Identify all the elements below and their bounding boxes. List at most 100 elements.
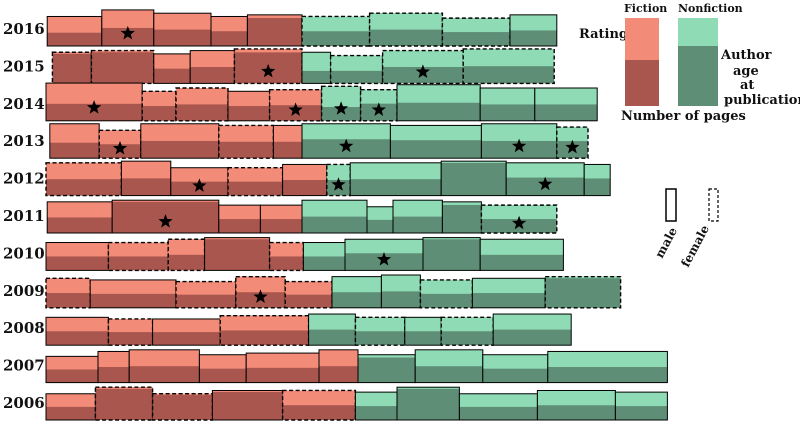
nonfiction-book-rating-bar bbox=[350, 162, 442, 180]
nonfiction-book bbox=[357, 354, 416, 384]
legend-age-line-1: Author bbox=[720, 48, 772, 63]
fiction-book bbox=[51, 51, 93, 85]
nonfiction-book bbox=[368, 12, 444, 47]
fiction-book-rating-bar bbox=[170, 167, 228, 182]
book-outline-female bbox=[107, 318, 154, 346]
star-marker bbox=[192, 178, 207, 192]
fiction-book-rating-bar bbox=[46, 83, 143, 104]
nonfiction-book bbox=[344, 238, 424, 271]
fiction-book-rating-bar bbox=[47, 201, 113, 218]
legend-female-label: female bbox=[678, 222, 712, 269]
fiction-book bbox=[218, 204, 261, 234]
nonfiction-book bbox=[389, 124, 482, 159]
nonfiction-book bbox=[381, 49, 464, 85]
nonfiction-book bbox=[583, 163, 611, 197]
fiction-book-rating-bar bbox=[98, 351, 130, 368]
nonfiction-book bbox=[354, 316, 406, 346]
nonfiction-book bbox=[302, 242, 346, 271]
fiction-book-rating-bar bbox=[152, 318, 221, 333]
fiction-book bbox=[198, 354, 247, 384]
nonfiction-book-rating-bar bbox=[330, 55, 383, 71]
fiction-book bbox=[204, 237, 271, 271]
nonfiction-book-rating-bar bbox=[442, 201, 482, 205]
fiction-book bbox=[268, 241, 305, 272]
nonfiction-book-rating-bar bbox=[404, 317, 442, 332]
book-outline-female bbox=[167, 238, 206, 272]
nonfiction-book-rating-bar bbox=[442, 18, 510, 33]
book-outline-male bbox=[547, 350, 668, 384]
fiction-book-rating-bar bbox=[140, 123, 219, 141]
nonfiction-book bbox=[509, 14, 558, 47]
fiction-book-rating-bar bbox=[108, 318, 153, 333]
nonfiction-book-rating-bar bbox=[397, 387, 460, 389]
fiction-book-rating-bar bbox=[218, 125, 274, 142]
fiction-book bbox=[284, 280, 333, 309]
fiction-book-pages-bar bbox=[91, 50, 154, 84]
star-marker bbox=[158, 214, 173, 228]
fiction-book bbox=[45, 242, 109, 271]
nonfiction-book-pages-bar bbox=[423, 237, 481, 271]
legend-pages-label: Number of pages bbox=[621, 109, 746, 124]
fiction-book bbox=[268, 88, 323, 122]
year-label: 2009 bbox=[3, 282, 45, 300]
nonfiction-book bbox=[480, 123, 558, 159]
star-marker bbox=[253, 289, 268, 303]
legend-age-line-3: at bbox=[740, 78, 754, 93]
fiction-book bbox=[175, 87, 229, 122]
nonfiction-book bbox=[480, 204, 558, 234]
nonfiction-book-rating-bar bbox=[303, 242, 345, 257]
nonfiction-book bbox=[326, 163, 351, 197]
fiction-book bbox=[46, 15, 103, 47]
book-outline-female bbox=[320, 85, 362, 122]
nonfiction-book bbox=[471, 277, 546, 309]
nonfiction-book bbox=[404, 316, 442, 346]
fiction-book-pages-bar bbox=[95, 387, 153, 420]
fiction-book-rating-bar bbox=[95, 387, 153, 389]
fiction-book bbox=[153, 12, 212, 47]
fiction-book bbox=[153, 53, 191, 84]
star-marker bbox=[112, 140, 128, 155]
legend-female-swatch bbox=[708, 188, 719, 222]
fiction-book-rating-bar bbox=[176, 281, 236, 295]
nonfiction-book-rating-bar bbox=[463, 48, 555, 67]
nonfiction-book-rating-bar bbox=[459, 393, 538, 407]
fiction-book bbox=[233, 48, 303, 85]
fiction-book-rating-bar bbox=[101, 9, 154, 28]
nonfiction-book-rating-bar bbox=[355, 317, 405, 332]
legend-male-label: male bbox=[652, 225, 680, 261]
fiction-book-rating-bar bbox=[199, 354, 247, 369]
year-row: 2011 bbox=[3, 199, 558, 234]
nonfiction-book bbox=[331, 276, 382, 309]
nonfiction-book-rating-bar bbox=[302, 123, 391, 140]
fiction-book bbox=[211, 389, 284, 421]
fiction-book bbox=[120, 160, 172, 197]
book-outline-male bbox=[583, 163, 611, 197]
nonfiction-book-rating-bar bbox=[423, 237, 481, 240]
fiction-book bbox=[151, 393, 214, 421]
book-outline-female bbox=[556, 126, 589, 159]
star-marker bbox=[538, 176, 553, 191]
nonfiction-book-rating-bar bbox=[481, 205, 557, 220]
fiction-book-rating-bar bbox=[247, 14, 302, 18]
fiction-book-rating-bar bbox=[112, 200, 219, 202]
fiction-book-rating-bar bbox=[282, 164, 327, 181]
star-marker bbox=[120, 25, 135, 40]
book-outline-male bbox=[614, 391, 668, 421]
nonfiction-book-rating-bar bbox=[302, 52, 331, 71]
book-outline-male bbox=[509, 14, 558, 47]
book-outline-male bbox=[492, 313, 572, 346]
nonfiction-book-pages-bar bbox=[442, 201, 482, 233]
nonfiction-book-rating-bar bbox=[480, 88, 535, 105]
fiction-book-rating-bar bbox=[47, 16, 102, 33]
nonfiction-book bbox=[349, 162, 442, 197]
fiction-book bbox=[175, 280, 237, 309]
year-label: 2012 bbox=[3, 170, 45, 188]
fiction-book-rating-bar bbox=[121, 161, 171, 179]
fiction-book bbox=[101, 9, 155, 47]
fiction-book-rating-bar bbox=[176, 88, 228, 105]
star-marker bbox=[261, 63, 276, 78]
fiction-book-rating-bar bbox=[99, 130, 141, 145]
fiction-book bbox=[45, 316, 109, 346]
legend: Fiction Nonfiction Rating Author age at … bbox=[579, 2, 800, 269]
